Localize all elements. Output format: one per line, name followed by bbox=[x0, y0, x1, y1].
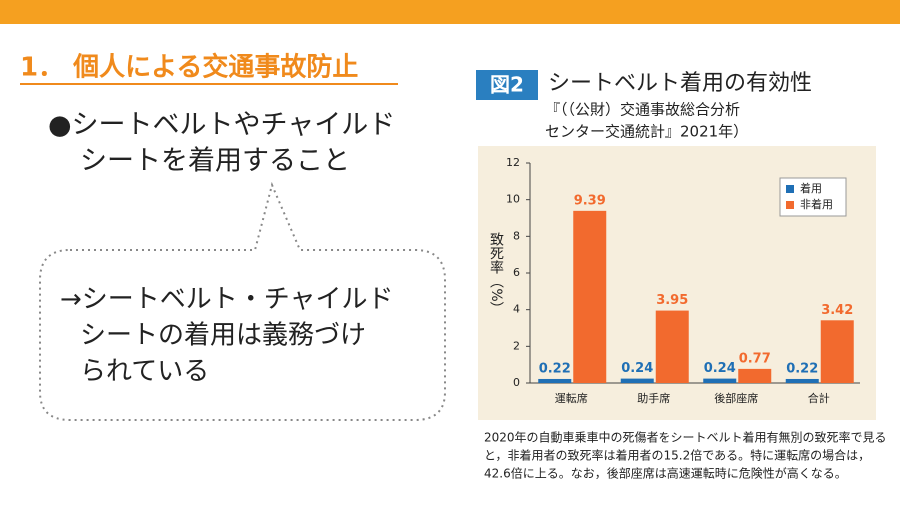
bullet-line: シートを着用すること bbox=[80, 146, 350, 177]
value-label: 0.22 bbox=[786, 361, 818, 376]
y-tick-label: 12 bbox=[506, 156, 520, 169]
bar bbox=[820, 320, 854, 383]
value-label: 0.24 bbox=[704, 361, 736, 376]
bar bbox=[703, 378, 737, 383]
bar bbox=[573, 210, 607, 383]
figure-badge bbox=[476, 70, 538, 100]
legend-box bbox=[779, 177, 847, 217]
bar bbox=[785, 378, 819, 383]
caption-line: 42.6倍に上る。なお，後部座席は高速運転時に危険性が高くなる。 bbox=[484, 466, 847, 481]
legend-swatch bbox=[786, 185, 794, 193]
value-label: 3.42 bbox=[821, 303, 853, 318]
top-bar bbox=[0, 0, 900, 24]
speech-bubble bbox=[39, 181, 446, 421]
bar bbox=[738, 368, 772, 383]
badge-text: 図2 bbox=[490, 73, 524, 97]
x-tick-label: 助手席 bbox=[637, 391, 670, 405]
y-tick-label: 4 bbox=[513, 303, 520, 316]
y-axis-label: 致死率（%） bbox=[488, 232, 504, 315]
legend-swatch bbox=[786, 201, 794, 209]
y-tick-label: 2 bbox=[513, 339, 520, 352]
x-tick-label: 運転席 bbox=[555, 391, 588, 405]
slide-title: 1． 個人による交通事故防止 bbox=[20, 52, 358, 83]
bubble-line: →シートベルト・チャイルド bbox=[60, 285, 394, 315]
y-tick-label: 6 bbox=[513, 266, 520, 279]
chart-subtitle: 『（（公財）交通事故総合分析 bbox=[545, 101, 740, 119]
caption-line: 2020年の自動車乗車中の死傷者をシートベルト着用有無別の致死率で見る bbox=[484, 430, 887, 445]
y-tick-label: 0 bbox=[513, 376, 520, 389]
chart-title: シートベルト着用の有効性 bbox=[548, 71, 812, 96]
chart-subtitle: センター交通統計』2021年） bbox=[545, 123, 748, 141]
bar bbox=[655, 310, 689, 383]
bubble-line: られている bbox=[80, 357, 209, 387]
value-label: 0.24 bbox=[621, 361, 653, 376]
legend-label: 着用 bbox=[800, 181, 822, 195]
caption-line: と，非着用者の致死率は着用者の15.2倍である。特に運転席の場合は， bbox=[484, 448, 870, 463]
bar bbox=[620, 378, 654, 383]
value-label: 9.39 bbox=[574, 193, 606, 208]
y-tick-label: 8 bbox=[513, 229, 520, 242]
value-label: 3.95 bbox=[656, 293, 688, 308]
x-tick-label: 後部座席 bbox=[714, 391, 758, 405]
bar bbox=[538, 378, 572, 383]
value-label: 0.22 bbox=[539, 361, 571, 376]
x-tick-label: 合計 bbox=[808, 391, 830, 405]
bullet-line: ●シートベルトやチャイルド bbox=[48, 110, 395, 141]
value-label: 0.77 bbox=[739, 351, 771, 366]
bubble-line: シートの着用は義務づけ bbox=[80, 321, 366, 351]
y-tick-label: 10 bbox=[506, 193, 520, 206]
legend-label: 非着用 bbox=[800, 197, 833, 211]
